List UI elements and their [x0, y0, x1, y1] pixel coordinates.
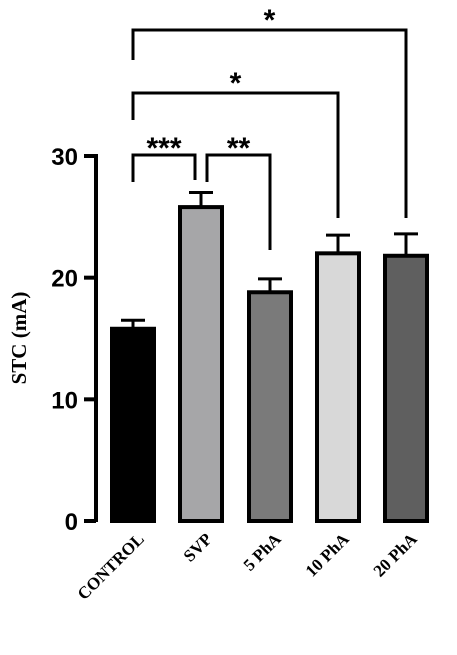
x-tick-label: 10 PhA [302, 529, 354, 581]
bars [110, 191, 429, 523]
significance-bracket [205, 153, 272, 250]
axes: 0 10 20 30 [51, 144, 98, 536]
significance-label: *** [146, 132, 181, 165]
bar-5-pha [247, 290, 293, 523]
bar-20-pha [383, 253, 429, 523]
x-tick-label: SVP [180, 529, 216, 565]
y-tick-label: 0 [65, 509, 78, 536]
y-tick-label: 30 [51, 144, 78, 171]
significance-bracket [131, 153, 197, 182]
x-tick-label: CONTROL [74, 529, 148, 603]
x-tick-label: 5 PhA [240, 529, 286, 575]
significance-brackets: *** **** [131, 4, 408, 250]
significance-bracket [131, 28, 408, 218]
x-tick-label: 20 PhA [370, 529, 422, 581]
y-tick-label: 20 [51, 266, 78, 293]
bar-control [110, 326, 156, 523]
labels: CONTROL SVP 5 PhA 10 PhA 20 PhA [74, 529, 422, 604]
bar-10-pha [315, 251, 361, 523]
y-axis-label: STC (mA) [7, 292, 31, 385]
significance-label: ** [227, 132, 251, 165]
significance-label: * [264, 4, 276, 37]
significance-label: * [230, 67, 242, 100]
significance-bracket [131, 91, 340, 218]
y-tick-label: 10 [51, 387, 78, 414]
bar-svp [178, 205, 224, 523]
